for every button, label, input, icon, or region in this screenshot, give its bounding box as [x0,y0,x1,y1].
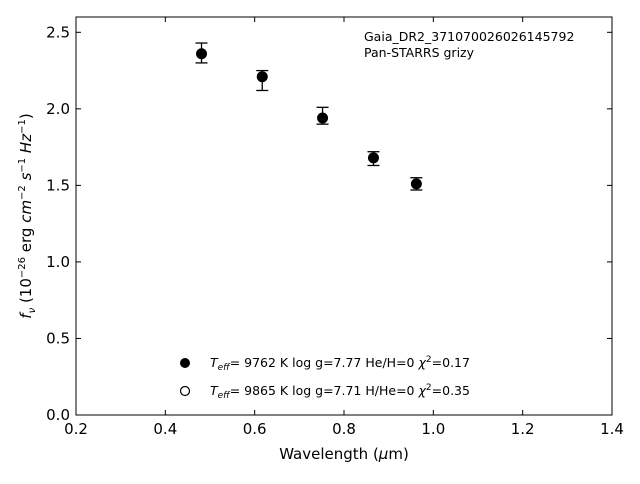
y-axis-label: fν (10−26 erg cm−2 s−1 Hz−1) [17,113,38,318]
x-tick-label: 0.8 [332,420,356,438]
data-point [196,48,208,60]
y-ticks: 0.0 0.5 1.0 1.5 2.0 2.5 [46,23,612,424]
data-point [410,178,422,190]
legend-marker-open [179,385,191,397]
x-ticks: 0.2 0.4 0.6 0.8 1.0 1.2 1.4 [64,17,624,438]
x-tick-label: 0.6 [243,420,267,438]
legend-marker-filled [180,358,190,368]
y-tick-label: 2.0 [46,100,70,118]
legend-entry-1: Teff= 9762 K log g=7.77 He/H=0 χ2=0.17 [210,355,470,373]
object-name-annotation: Gaia_DR2_371070026026145792 [364,29,574,44]
y-tick-label: 2.5 [46,23,70,41]
y-tick-label: 1.5 [46,176,70,194]
x-tick-label: 1.2 [511,420,535,438]
x-axis-label: Wavelength (μm) [279,445,409,463]
y-tick-label: 1.0 [46,253,70,271]
survey-annotation: Pan-STARRS grizy [364,45,475,60]
x-tick-label: 1.0 [421,420,445,438]
data-point [256,71,268,83]
data-point [317,112,329,124]
x-tick-label: 0.4 [153,420,177,438]
x-tick-label: 0.2 [64,420,88,438]
legend-entry-2: Teff= 9865 K log g=7.71 H/He=0 χ2=0.35 [210,383,470,401]
legend: Teff= 9762 K log g=7.77 He/H=0 χ2=0.17 T… [179,355,470,401]
x-tick-label: 1.4 [600,420,624,438]
y-tick-label: 0.0 [46,406,70,424]
data-points [195,42,423,191]
data-point [367,152,379,164]
y-tick-label: 0.5 [46,329,70,347]
